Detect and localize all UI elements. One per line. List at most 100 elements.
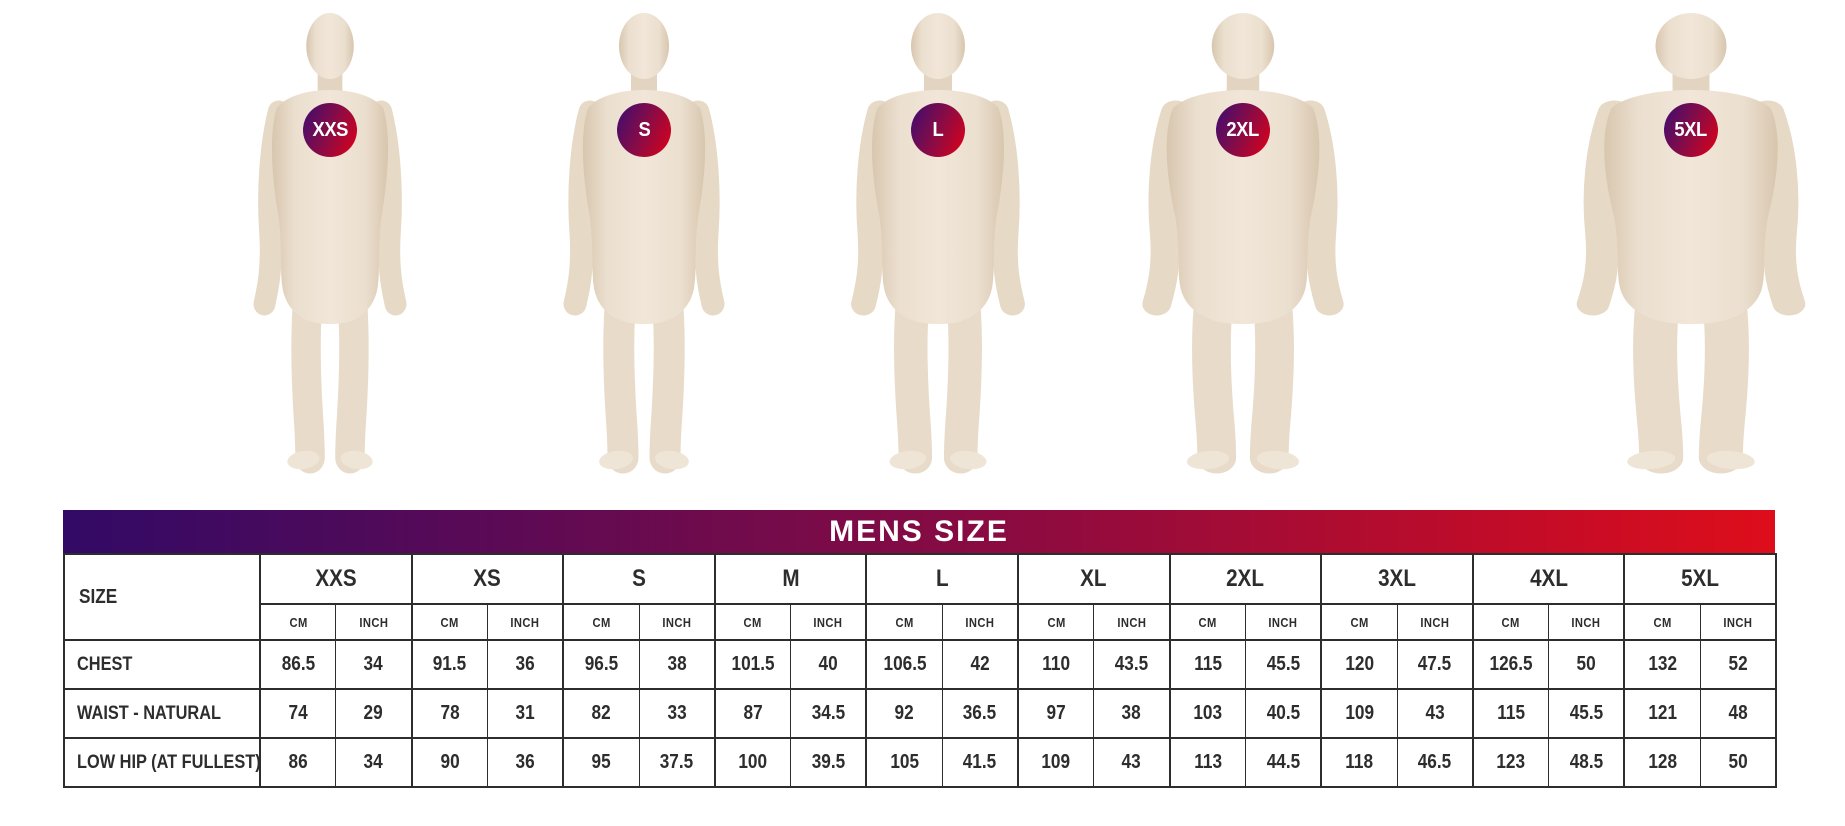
measurement-value-cell: 31 [486, 688, 564, 739]
measurement-value-cell: 40.5 [1244, 688, 1322, 739]
unit-header: INCH [1699, 603, 1777, 641]
mannequin-s [575, 13, 713, 471]
measurement-value-cell: 36 [486, 737, 564, 788]
size-col-header: 4XL [1471, 553, 1625, 605]
mannequin-row: XXS S L 2XL 5XL [0, 0, 1845, 500]
unit-header-row: CM INCH CM INCH CM INCH CM INCH CM INCH CM INCH CM IN… [64, 603, 1777, 641]
measurement-value-cell: 123 [1471, 737, 1550, 788]
unit-header: CM [1320, 603, 1398, 641]
mannequin-xxs [264, 13, 395, 471]
table-title-bar: MENS SIZE [63, 510, 1775, 553]
measurement-value-cell: 33 [638, 688, 716, 739]
unit-header: CM [562, 603, 640, 641]
measurement-row: WAIST - NATURAL 74 29 78 31 82 33 87 34.5 92 36.5 9… [63, 688, 1777, 739]
unit-header: INCH [1548, 603, 1625, 641]
measurement-value-cell: 45.5 [1244, 639, 1322, 690]
size-col-header: M [713, 553, 867, 605]
unit-header: CM [1471, 603, 1550, 641]
mannequin-l [863, 13, 1012, 471]
unit-header: CM [1017, 603, 1095, 641]
measurement-value-cell: 34 [335, 737, 413, 788]
size-col-header: L [865, 553, 1019, 605]
unit-header: CM [713, 603, 792, 641]
mannequin-2xl [1157, 13, 1330, 471]
size-badge-5xl: 5XL [1664, 103, 1718, 157]
measurement-value-cell: 128 [1623, 737, 1701, 788]
unit-header: INCH [638, 603, 716, 641]
unit-header: INCH [1093, 603, 1171, 641]
measurement-value-cell: 121 [1623, 688, 1701, 739]
measurement-value-cell: 120 [1320, 639, 1398, 690]
measurement-row-label: CHEST [63, 639, 261, 690]
measurement-row-label: WAIST - NATURAL [63, 688, 261, 739]
size-table: SIZE XXS XS S M L XL 2XL 3XL 4XL 5XL CM INCH CM INCH C… [63, 553, 1778, 788]
measurement-value-cell: 44.5 [1244, 737, 1322, 788]
measurement-value-cell: 37.5 [638, 737, 716, 788]
measurement-value-cell: 92 [865, 688, 943, 739]
measurement-value-cell: 96.5 [562, 639, 640, 690]
measurement-value-cell: 42 [941, 639, 1019, 690]
measurement-value-cell: 87 [713, 688, 792, 739]
measurement-value-cell: 39.5 [790, 737, 867, 788]
size-col-header: XS [410, 553, 564, 605]
measurement-value-cell: 50 [1699, 737, 1777, 788]
size-corner-header: SIZE [63, 553, 261, 641]
size-badge-2xl: 2XL [1216, 103, 1270, 157]
measurement-value-cell: 43 [1396, 688, 1474, 739]
size-col-header: XL [1017, 553, 1171, 605]
measurement-value-cell: 106.5 [865, 639, 943, 690]
measurement-value-cell: 105 [865, 737, 943, 788]
measurement-value-cell: 38 [1093, 688, 1171, 739]
size-header-row: SIZE XXS XS S M L XL 2XL 3XL 4XL 5XL [63, 553, 1777, 641]
unit-header: INCH [1244, 603, 1322, 641]
mannequin-graphics [0, 0, 1845, 500]
size-badge-l: L [911, 103, 965, 157]
measurement-value-cell: 115 [1471, 688, 1550, 739]
measurement-value-cell: 36.5 [941, 688, 1019, 739]
measurement-value-cell: 109 [1017, 737, 1095, 788]
measurement-value-cell: 36 [486, 639, 564, 690]
measurement-value-cell: 115 [1168, 639, 1246, 690]
size-badge-s: S [617, 103, 671, 157]
measurement-value-cell: 45.5 [1548, 688, 1625, 739]
size-col-header: S [562, 553, 716, 605]
measurement-value-cell: 97 [1017, 688, 1095, 739]
measurement-value-cell: 40 [790, 639, 867, 690]
size-col-header: 5XL [1623, 553, 1777, 605]
measurement-value-cell: 101.5 [713, 639, 792, 690]
measurement-value-cell: 43 [1093, 737, 1171, 788]
size-col-header: 3XL [1320, 553, 1474, 605]
measurement-value-cell: 86.5 [259, 639, 337, 690]
measurement-value-cell: 48.5 [1548, 737, 1625, 788]
unit-header: CM [1623, 603, 1701, 641]
unit-header: INCH [335, 603, 413, 641]
measurement-row-label: LOW HIP (AT FULLEST) [63, 737, 261, 788]
measurement-row: LOW HIP (AT FULLEST) 86 34 90 36 95 37.5 100 39.… [63, 737, 1777, 788]
measurement-value-cell: 113 [1168, 737, 1246, 788]
measurement-value-cell: 46.5 [1396, 737, 1474, 788]
measurement-value-cell: 47.5 [1396, 639, 1474, 690]
mannequin-5xl [1593, 13, 1789, 471]
unit-header: CM [1168, 603, 1246, 641]
measurement-value-cell: 90 [410, 737, 488, 788]
measurement-row: CHEST 86.5 34 91.5 36 96.5 38 101.5 40 106.5 42 110… [63, 639, 1777, 690]
measurement-value-cell: 48 [1699, 688, 1777, 739]
measurement-value-cell: 118 [1320, 737, 1398, 788]
unit-header: CM [410, 603, 488, 641]
measurement-value-cell: 110 [1017, 639, 1095, 690]
measurement-value-cell: 109 [1320, 688, 1398, 739]
measurement-value-cell: 132 [1623, 639, 1701, 690]
measurement-value-cell: 41.5 [941, 737, 1019, 788]
unit-header: INCH [1396, 603, 1474, 641]
unit-header: INCH [790, 603, 867, 641]
unit-header: INCH [941, 603, 1019, 641]
size-table-section: MENS SIZE SIZE XXS XS S M L XL 2XL 3XL 4XL 5XL CM I… [63, 510, 1778, 788]
measurement-value-cell: 126.5 [1471, 639, 1550, 690]
measurement-value-cell: 34 [335, 639, 413, 690]
measurement-value-cell: 29 [335, 688, 413, 739]
measurement-value-cell: 50 [1548, 639, 1625, 690]
measurement-value-cell: 100 [713, 737, 792, 788]
size-col-header: 2XL [1168, 553, 1322, 605]
measurement-value-cell: 43.5 [1093, 639, 1171, 690]
